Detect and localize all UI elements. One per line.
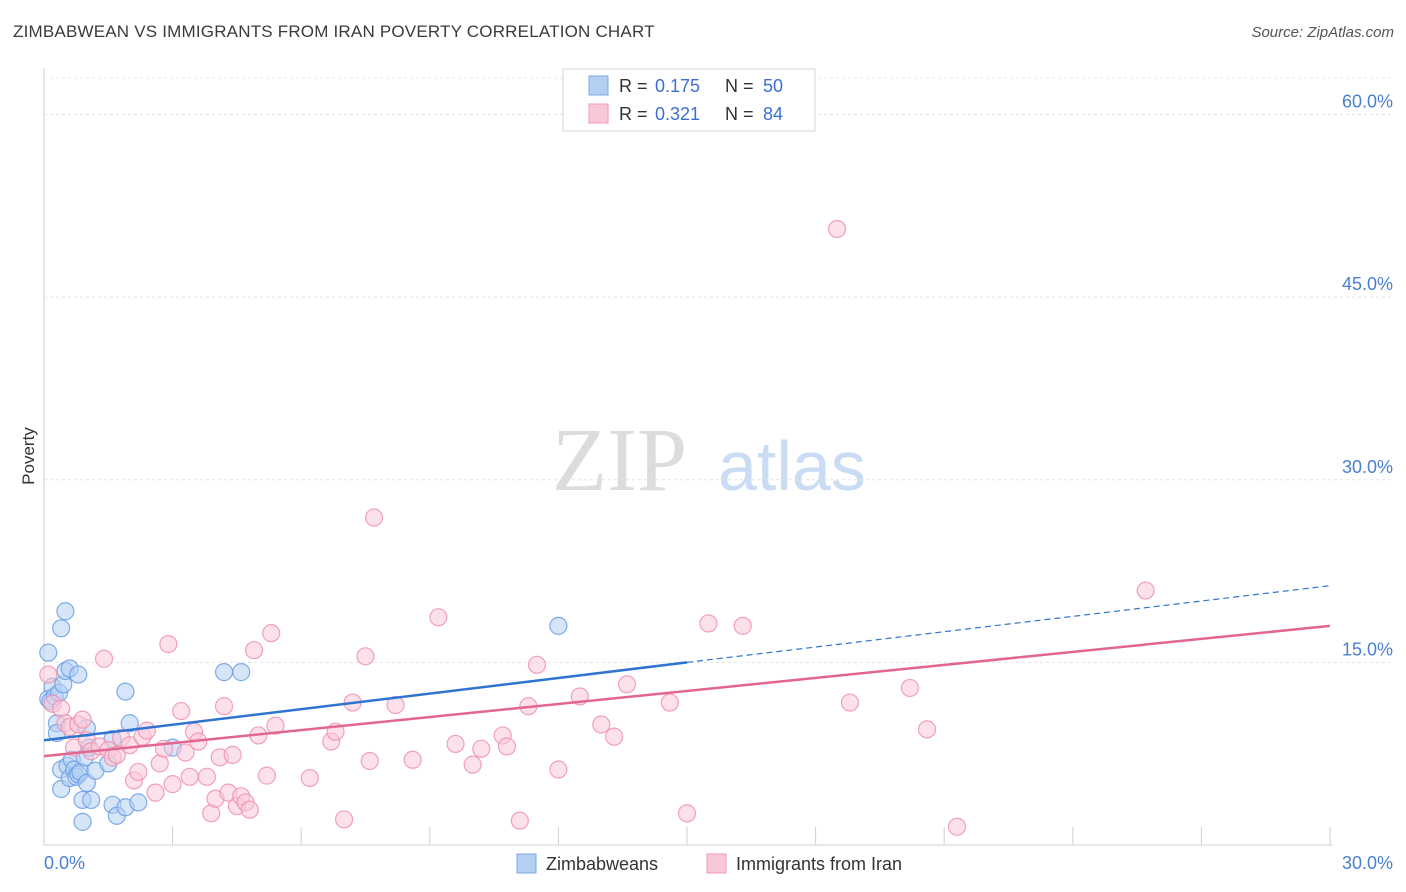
zimbabwean-point [73,812,92,831]
zimbabwean-point [214,663,234,682]
correlation-legend: R = 0.175 N = 50 R = 0.321 N = 84 [562,68,816,132]
iran-immigrant-point [677,804,697,823]
iran-immigrant-point [197,767,216,786]
x-tick-label-min: 0.0% [44,853,85,873]
iran-immigrant-point [403,750,422,769]
x-axis-minor-ticks [172,827,1331,845]
iran-immigrant-point [733,616,752,635]
zimbabwean-point [120,714,139,733]
zimbabwean-point [69,665,88,684]
iran-immigrant-point [223,745,242,765]
iran-immigrant-point [617,675,637,694]
iran-immigrant-point [497,737,517,756]
trend-lines [43,585,1331,758]
iran-immigrant-point [107,745,126,765]
series-legend: Zimbabweans Immigrants from Iran [516,853,902,874]
iran-immigrant-point [364,508,384,527]
iran-immigrant-point [257,766,277,785]
legend-swatch-immigrants-from-iran [588,103,609,124]
iran-immigrant-point [146,783,165,802]
legend-n-value-0: 50 [763,76,783,96]
zimbabwean-point [116,682,135,701]
legend-r-label-1: R = [619,104,648,124]
bottom-legend-swatch-zimbabweans [516,853,537,874]
iran-immigrant-point [510,811,529,830]
chart-source: Source: ZipAtlas.com [1251,24,1394,41]
series-zimbabweans [39,602,568,831]
x-tick-label-max: 30.0% [1342,853,1393,873]
iran-immigrant-point [360,751,379,771]
iran-immigrant-point [660,693,679,712]
legend-n-label-1: N = [725,104,754,124]
iran-immigrant-point [840,693,859,712]
bottom-legend-label-immigrants-from-iran: Immigrants from Iran [736,854,902,874]
legend-n-label-0: N = [725,76,754,96]
watermark-atlas: atlas [718,427,866,505]
iran-immigrant-point [356,647,375,666]
iran-immigrant-point [137,721,156,740]
iran-immigrant-point [463,755,482,774]
zimbabwean-point [82,790,101,810]
iran-immigrant-point [699,614,718,633]
iran-immigrant-point [592,715,611,734]
zimbabwean-point [39,643,58,662]
iran-immigrant-point [947,817,967,836]
iran-immigrant-point [172,701,191,721]
iran-immigrant-point [472,739,491,758]
watermark-zip: ZIP [552,411,687,510]
iran-immigrant-point [94,649,114,668]
iran-immigrant-point [446,734,465,754]
iran-immigrant-point [262,624,281,643]
iran-immigrant-point [334,810,354,829]
bottom-legend-swatch-immigrants-from-iran [706,853,727,874]
iran-immigrant-point [549,760,568,779]
iran-immigrant-point [827,219,847,239]
iran-immigrant-point [180,767,199,786]
zimbabwean-point [129,793,148,812]
iran-immigrant-point [266,716,285,735]
iran-immigrant-point [214,697,234,716]
chart-title: ZIMBABWEAN VS IMMIGRANTS FROM IRAN POVER… [13,22,655,41]
zimbabwean-point [52,619,71,638]
iran-immigrant-point [1136,581,1155,600]
iran-immigrant-point [244,641,264,660]
legend-n-value-1: 84 [763,104,783,124]
iran-immigrant-point [300,768,319,788]
legend-r-value-1: 0.321 [655,104,700,124]
iran-immigrant-point [527,655,547,674]
bottom-legend-label-zimbabweans: Zimbabweans [546,854,658,874]
legend-r-value-0: 0.175 [655,76,700,96]
iran-immigrant-trend-line [43,624,1331,758]
iran-immigrant-point [605,727,624,746]
y-tick-label: 30.0% [1342,457,1393,477]
iran-immigrant-point [917,720,937,739]
legend-swatch-zimbabweans [588,75,609,96]
gridlines [44,77,1393,663]
series-immigrants-from-iran [39,219,1155,836]
y-tick-label: 15.0% [1342,639,1393,659]
y-tick-label: 45.0% [1342,274,1393,294]
iran-immigrant-point [129,762,148,782]
iran-immigrant-point [120,736,139,755]
iran-immigrant-point [159,635,178,654]
iran-immigrant-point [429,608,448,627]
iran-immigrant-point [163,775,182,794]
zimbabwean-point [56,602,75,621]
zimbabwean-point [549,616,568,635]
zimbabwean-trend-extension [686,585,1331,663]
legend-r-label-0: R = [619,76,648,96]
y-axis-ticks: 15.0% 30.0% 45.0% 60.0% [1342,92,1393,660]
iran-immigrant-point [900,678,920,698]
y-tick-label: 60.0% [1342,92,1393,112]
iran-immigrant-point [240,800,259,819]
iran-immigrant-point [73,710,92,729]
y-axis-label: Poverty [19,427,38,485]
iran-immigrant-point [176,743,195,762]
iran-immigrant-point [39,665,58,684]
zimbabwean-point [232,663,251,682]
zimbabwean-trend-line [43,661,688,742]
